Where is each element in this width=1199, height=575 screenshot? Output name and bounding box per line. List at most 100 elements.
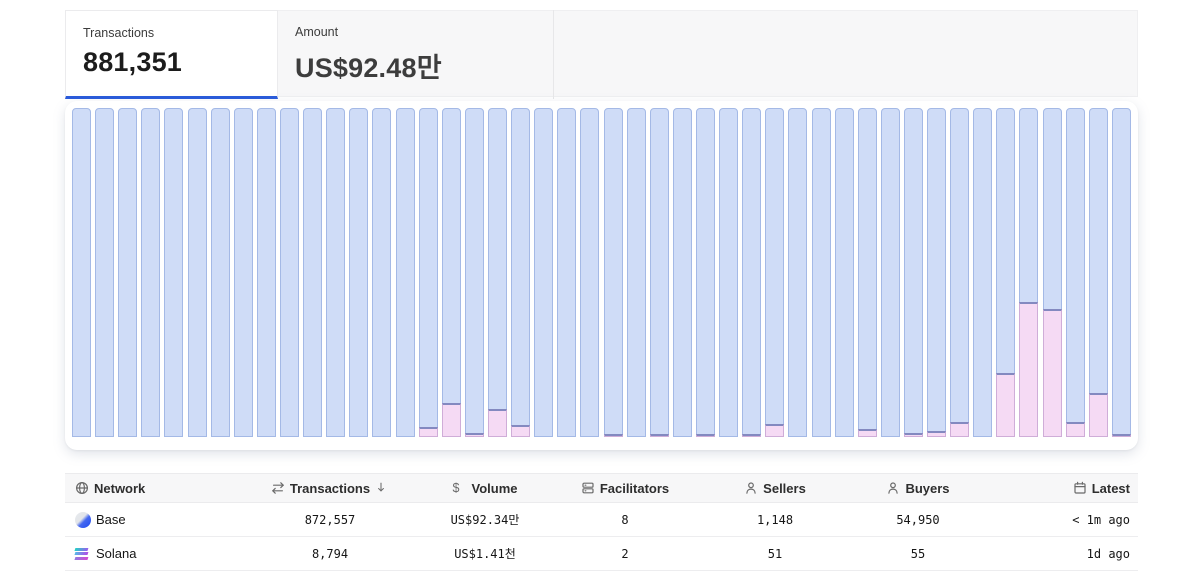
column-header-latest[interactable]: Latest [991,481,1138,496]
table-row-base[interactable]: Base 872,557 US$92.34만 8 1,148 54,950 < 1m ago [65,503,1138,537]
tab-amount[interactable]: Amount US$92.48만 [278,10,554,99]
network-cell: Solana [65,546,235,562]
chart-bar-solana-segment [1088,393,1108,437]
volume-cell: US$92.34만 [425,511,545,528]
globe-icon [75,481,89,495]
person-icon [886,481,900,495]
chart-bar [72,108,91,437]
chart-bar [303,108,323,437]
latest-value: 1d ago [1086,546,1130,561]
column-label: Network [94,480,146,496]
chart-bar [141,108,161,437]
tab-transactions-value: 881,351 [83,47,182,77]
swap-arrows-icon [271,481,285,495]
transactions-cell: 872,557 [235,513,425,527]
column-label: Latest [1091,480,1130,496]
chart-bar-solana-segment [441,403,461,437]
table-row-solana[interactable]: Solana 8,794 US$1.41천 2 51 55 1d ago [65,537,1138,571]
sellers-cell: 1,148 [705,513,845,527]
facilitators-value: 2 [621,546,629,561]
tab-amount-label: Amount [295,25,339,39]
tab-amount-value: US$92.48만 [295,53,442,83]
transactions-value: 872,557 [304,512,356,527]
column-header-facilitators[interactable]: Facilitators [545,481,705,496]
column-header-network[interactable]: Network [65,481,235,496]
column-header-sellers[interactable]: Sellers [705,481,845,496]
chart-bar-solana-segment [695,434,715,437]
volume-value: US$1.41천 [454,547,516,561]
column-header-volume[interactable]: $ Volume [425,481,545,496]
base-logo-icon [75,511,91,528]
chart-bar [742,108,762,437]
chart-bar [603,108,623,437]
chart-bar [996,108,1016,437]
stack-icon [581,481,595,495]
chart-bar-solana-segment [649,434,669,437]
chart-bar [279,108,299,437]
chart-bar-solana-segment [742,434,762,437]
chart-bar-solana-segment [1019,302,1039,437]
column-header-transactions[interactable]: Transactions [235,481,425,496]
chart-bar-solana-segment [996,373,1016,437]
latest-cell: 1d ago [991,547,1138,561]
sellers-value: 51 [767,546,783,561]
chart-bar [487,108,507,437]
stats-tab-strip: Transactions 881,351 Amount US$92.48만 [65,10,1138,99]
buyers-value: 55 [910,546,926,561]
column-label: Facilitators [599,480,670,496]
chart-bar [233,108,253,437]
latest-cell: < 1m ago [991,513,1138,527]
latest-value: < 1m ago [1072,512,1130,527]
chart-bar-solana-segment [487,409,507,437]
network-table: Network Transactions $ Volume Facilitators Se… [65,473,1138,571]
network-cell: Base [65,511,235,528]
chart-bar-solana-segment [1042,309,1062,437]
transactions-share-chart [65,101,1138,450]
chart-bar-solana-segment [603,434,623,437]
chart-bar [1019,108,1039,437]
chart-bar [349,108,369,437]
sellers-cell: 51 [705,547,845,561]
chart-bar [534,108,554,437]
buyers-cell: 54,950 [845,513,991,527]
chart-bar-solana-segment [950,422,970,437]
buyers-value: 54,950 [896,512,940,527]
chart-bar [1088,108,1108,437]
chart-bar-solana-segment [418,427,438,437]
chart-bar [464,108,484,437]
chart-bar [672,108,692,437]
transactions-cell: 8,794 [235,547,425,561]
chart-bar [210,108,230,437]
chart-bar [511,108,531,437]
chart-bar [326,108,346,437]
facilitators-cell: 8 [545,513,705,527]
chart-bar [649,108,669,437]
chart-bar [857,108,877,437]
solana-logo-icon [74,546,91,562]
chart-bar [372,108,392,437]
tab-transactions[interactable]: Transactions 881,351 [65,10,278,99]
chart-bar [1111,108,1131,437]
chart-bar [187,108,207,437]
column-label: Transactions [289,480,371,496]
chart-bar [164,108,184,437]
volume-cell: US$1.41천 [425,545,545,562]
network-name: Solana [96,546,137,561]
chart-bar [834,108,854,437]
network-table-header: Network Transactions $ Volume Facilitators Se… [65,473,1138,503]
column-label: Sellers [763,480,806,496]
buyers-cell: 55 [845,547,991,561]
column-header-buyers[interactable]: Buyers [845,481,991,496]
chart-bars [72,108,1131,437]
chart-bar-solana-segment [511,425,531,437]
sort-descending-icon [375,481,389,495]
chart-bar [418,108,438,437]
chart-bar [719,108,739,437]
column-label: Volume [471,480,518,496]
dollar-icon: $ [452,481,460,495]
chart-bar [811,108,831,437]
chart-bar [788,108,808,437]
column-label: Buyers [905,480,950,496]
chart-bar [973,108,993,437]
chart-bar [557,108,577,437]
